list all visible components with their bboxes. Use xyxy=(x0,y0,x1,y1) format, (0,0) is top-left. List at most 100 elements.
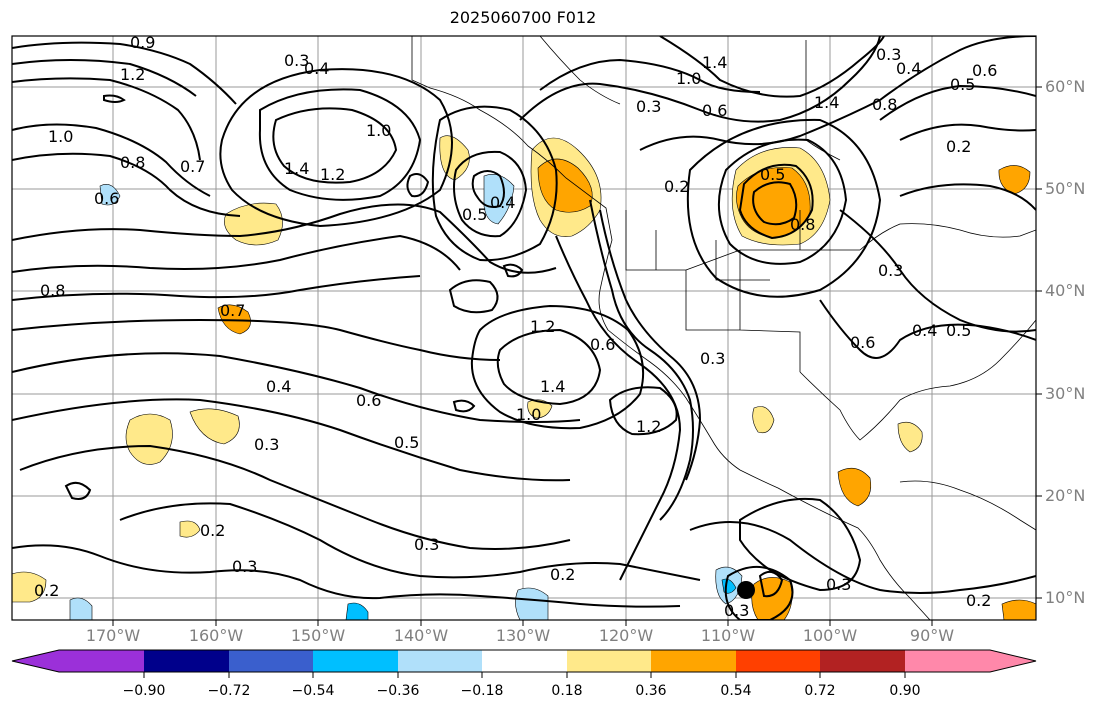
contour-label: 0.5 xyxy=(462,205,487,224)
contour-label: 0.2 xyxy=(550,565,575,584)
contour-line xyxy=(739,497,862,592)
contour-label: 0.3 xyxy=(284,51,309,70)
contour-line xyxy=(758,570,784,598)
colorbar-segment xyxy=(144,650,229,672)
colorbar-segment xyxy=(398,650,482,672)
latitude-label: 20°N xyxy=(1045,486,1086,505)
contour-label: 0.8 xyxy=(790,215,815,234)
contour-label: 1.0 xyxy=(48,127,73,146)
shade-light-blue xyxy=(99,184,121,206)
contour-label: 0.6 xyxy=(590,335,615,354)
contour-label: 0.5 xyxy=(946,321,971,340)
contour-label: 1.4 xyxy=(540,377,565,396)
contour-line xyxy=(496,328,602,406)
map-title: 2025060700 F012 xyxy=(449,8,597,27)
contour-label: 1.2 xyxy=(320,165,345,184)
contour-line xyxy=(738,163,814,240)
latitude-label: 40°N xyxy=(1045,281,1086,300)
colorbar-segment xyxy=(736,650,820,672)
longitude-label: 120°W xyxy=(598,626,654,645)
contour-line xyxy=(119,502,701,581)
contour-line xyxy=(12,123,211,197)
shade-orange xyxy=(751,577,793,620)
contour-line xyxy=(539,58,761,93)
contour-line xyxy=(752,181,798,226)
colorbar-segment xyxy=(12,650,59,672)
latitude-label: 50°N xyxy=(1045,179,1086,198)
contour-label: 0.8 xyxy=(872,95,897,114)
contour-line xyxy=(589,199,694,521)
contour-line xyxy=(608,386,678,436)
colorbar-segment xyxy=(229,650,313,672)
longitude-label: 90°W xyxy=(909,626,955,645)
contour-line xyxy=(12,318,501,361)
contour-label: 1.2 xyxy=(636,417,661,436)
contour-label: 1.0 xyxy=(516,405,541,424)
colorbar-tick-label: −0.90 xyxy=(122,683,166,699)
contour-label: 1.4 xyxy=(814,93,839,112)
shade-yellow xyxy=(12,571,47,603)
longitude-label: 130°W xyxy=(495,626,551,645)
colorbar-tick-label: 0.90 xyxy=(889,683,921,699)
contour-label: 0.4 xyxy=(304,59,329,78)
contour-label: 0.6 xyxy=(94,189,119,208)
contour-line xyxy=(272,107,398,184)
shade-orange xyxy=(998,165,1031,195)
contour-line xyxy=(19,444,571,550)
contour-line xyxy=(899,123,1036,141)
colorbar-segment xyxy=(59,650,144,672)
contour-label: 0.5 xyxy=(950,75,975,94)
contour-label: 0.6 xyxy=(356,391,381,410)
contour-line xyxy=(64,481,92,500)
longitude-label: 100°W xyxy=(802,626,858,645)
shade-light-blue xyxy=(515,587,549,620)
contour-label: 1.2 xyxy=(530,317,555,336)
contour-label: 0.3 xyxy=(254,435,279,454)
contour-label: 0.3 xyxy=(724,601,749,620)
longitude-label: 110°W xyxy=(700,626,756,645)
shade-yellow xyxy=(527,399,553,419)
contour-label: 0.8 xyxy=(40,281,65,300)
contour-line xyxy=(899,183,1036,211)
contour-line xyxy=(471,170,505,208)
map-frame xyxy=(11,35,1037,621)
contour-label: 1.0 xyxy=(676,69,701,88)
contour-line xyxy=(717,138,848,265)
contour-label: 0.9 xyxy=(130,33,155,52)
contour-line xyxy=(12,398,571,482)
contour-line xyxy=(689,521,1036,594)
latitude-label: 30°N xyxy=(1045,384,1086,403)
contour-line xyxy=(839,209,1036,333)
colorbar-segment xyxy=(313,650,398,672)
contour-label: 0.2 xyxy=(200,521,225,540)
latitude-label: 10°N xyxy=(1045,588,1086,607)
contour-line xyxy=(103,94,126,103)
storm-center-marker xyxy=(737,581,755,599)
contour-label: 0.3 xyxy=(636,97,661,116)
contour-label: 1.4 xyxy=(702,53,727,72)
shade-orange xyxy=(837,467,872,507)
contour-label: 0.3 xyxy=(700,349,725,368)
contour-line xyxy=(12,352,581,423)
contour-line xyxy=(599,209,702,481)
colorbar-segment xyxy=(567,650,651,672)
shade-yellow xyxy=(179,520,201,538)
contour-label: 0.4 xyxy=(266,377,291,396)
contour-label: 0.6 xyxy=(850,333,875,352)
contour-line xyxy=(448,279,499,314)
contour-label: 0.3 xyxy=(878,261,903,280)
contour-label: 1.4 xyxy=(284,159,309,178)
contour-line xyxy=(12,275,421,301)
colorbar-tick-label: −0.54 xyxy=(291,683,335,699)
shade-blue xyxy=(345,602,369,620)
contour-line xyxy=(519,36,881,123)
contour-line xyxy=(686,118,882,298)
contour-line xyxy=(12,152,241,217)
contour-label: 0.3 xyxy=(232,557,257,576)
contour-line xyxy=(406,173,430,198)
contour-label: 0.2 xyxy=(946,137,971,156)
contour-lines xyxy=(12,36,1036,620)
contour-label: 1.2 xyxy=(120,65,145,84)
longitude-label: 160°W xyxy=(188,626,244,645)
